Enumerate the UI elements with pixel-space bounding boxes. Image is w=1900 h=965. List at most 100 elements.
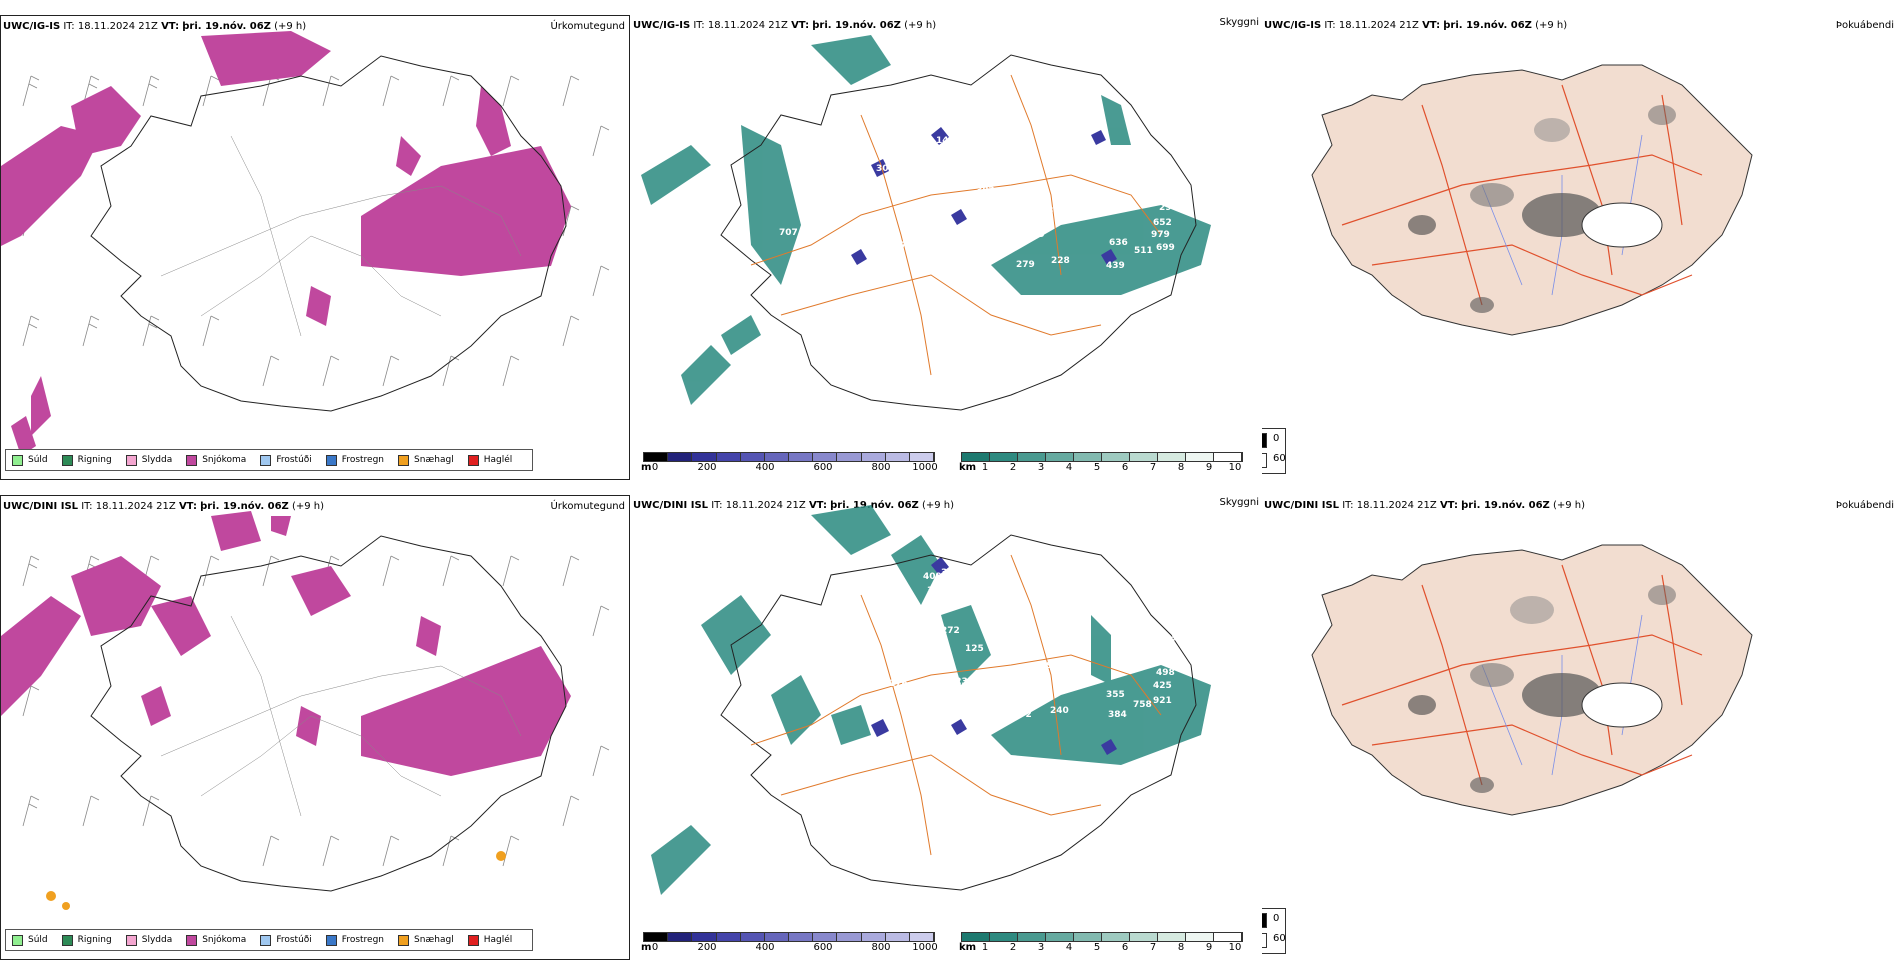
panel-title: Úrkomutegund (550, 501, 625, 512)
cloud-base-label: 240 (1050, 706, 1069, 716)
legend-item: Slydda (125, 454, 172, 466)
cloud-base-label: 384 (1108, 710, 1127, 720)
cloud-base-label: 921 (1153, 696, 1172, 706)
low-visibility-areas (651, 505, 1211, 895)
tick-label: 10 (1228, 462, 1242, 473)
cloud-base-label: 229 (1026, 230, 1045, 240)
legend-item: Frostúði (260, 454, 312, 466)
legend-item: Slydda (125, 934, 172, 946)
visibility-map: 998 143 309 439 391 382 135 133 29 652 9… (641, 35, 1211, 411)
precip-type-legend: Súld Rigning Slydda Snjókoma Frostúði Fr… (5, 929, 534, 951)
panel-header: UWC/DINI ISL IT: 18.11.2024 21Z VT: þri.… (633, 500, 955, 511)
roads (750, 554, 1162, 856)
legend-swatch (398, 934, 410, 946)
visibility-panel: UWC/IG-IS IT: 18.11.2024 21Z VT: þri. 19… (631, 15, 1261, 480)
cloud-base-unit: m (641, 462, 652, 473)
iceland-outline (720, 534, 1197, 891)
cloud-base-label: 439 (1106, 261, 1125, 271)
roads (750, 74, 1162, 376)
cloud-base-label: 652 (1153, 218, 1172, 228)
cloud-base-label: 511 (1134, 246, 1153, 256)
cloud-base-label: 355 (1106, 690, 1125, 700)
legend-swatch (12, 454, 23, 466)
panel-header: UWC/DINI ISL IT: 18.11.2024 21Z VT: þri.… (1264, 500, 1586, 511)
tick-label: 0 (651, 462, 659, 473)
cloud-base-label: 125 (965, 644, 984, 654)
legend-item: Súld (12, 934, 48, 946)
cloud-base-label: 249 (988, 623, 1007, 633)
tick-label: 2 (1009, 462, 1017, 473)
panel-header: UWC/IG-IS IT: 18.11.2024 21Z VT: þri. 19… (633, 20, 937, 31)
cloud-base-label: 123 (949, 677, 968, 687)
legend-item: Haglél (467, 454, 512, 466)
snow-areas (1, 511, 571, 776)
wind-barbs (22, 555, 610, 867)
cloud-base-label: 979 (1151, 230, 1170, 240)
cloud-base-labels: 998 143 309 439 391 382 135 133 29 652 9… (779, 38, 1175, 274)
cloud-base-label: 636 (1109, 238, 1128, 248)
cloud-base-label: 662 (1052, 644, 1071, 654)
legend-swatch (325, 934, 337, 946)
fog-map (1311, 64, 1753, 336)
tick-label: 5 (1093, 942, 1101, 953)
wind-barbs (22, 75, 610, 387)
cloud-base-label: 279 (1016, 260, 1035, 270)
cloud-base-label: 379 (1164, 636, 1183, 646)
cloud-base-label: 998 (916, 38, 935, 48)
fog-blobs (1408, 585, 1676, 793)
legend-item: Snæhagl (398, 454, 454, 466)
legend-item: Haglél (467, 934, 512, 946)
tick-label: 200 (697, 462, 717, 473)
cloud-base-label: 835 (921, 607, 940, 617)
visibility-unit: km (959, 942, 977, 953)
cloud-base-colorbar: m 0 200 400 600 800 1000 (641, 452, 938, 474)
cloud-base-label: 296 (1040, 661, 1059, 671)
cloud-base-labels: 409 372 375 157 835 272 249 125 662 296 … (889, 568, 1183, 720)
tick-label: 5 (1093, 462, 1101, 473)
tick-label: 1 (981, 462, 989, 473)
panel-title: Skyggni (1219, 17, 1259, 28)
visibility-map: 409 372 375 157 835 272 249 125 662 296 … (651, 505, 1211, 895)
roads (160, 135, 522, 337)
tick-label: 600 (813, 462, 833, 473)
legend-item: Frostúði (260, 934, 312, 946)
fog-legend-swatch (1262, 913, 1267, 928)
iceland-outline (720, 54, 1197, 411)
legend-swatch (186, 454, 198, 466)
cloud-base-label: 699 (1156, 243, 1175, 253)
cloud-base-label: 133 (1041, 206, 1060, 216)
visibility-colorbar: km 1 2 3 4 5 6 7 8 9 10 (959, 452, 1243, 474)
legend-swatch (260, 934, 272, 946)
cloud-base-label: 409 (923, 572, 942, 582)
legend-item: Snjókoma (186, 934, 246, 946)
legend-swatch (398, 454, 410, 466)
tick-label: 1 (981, 942, 989, 953)
iceland-outline (90, 55, 567, 412)
cloud-base-label: 172 (894, 241, 913, 251)
panel-title: Þokuábendi (1835, 500, 1894, 511)
legend-swatch (61, 934, 73, 946)
panel-title: Þokuábendi (1835, 20, 1894, 31)
tick-label: 6 (1121, 942, 1129, 953)
tick-label: 9 (1205, 942, 1213, 953)
fog-legend-low: 0 (1273, 433, 1280, 444)
cloud-base-label: 372 (1013, 710, 1032, 720)
cloud-base-label: 439 (926, 172, 945, 182)
row-dini-isl: UWC/DINI ISL IT: 18.11.2024 21Z VT: þri.… (0, 495, 1900, 965)
cloud-base-label: 135 (861, 178, 880, 188)
tick-label: 8 (1177, 462, 1185, 473)
tick-label: 800 (871, 462, 891, 473)
legend-swatch (12, 934, 23, 946)
cloud-base-label: 309 (876, 164, 895, 174)
tick-label: 4 (1065, 462, 1073, 473)
fog-panel: UWC/IG-IS IT: 18.11.2024 21Z VT: þri. 19… (1262, 15, 1900, 480)
legend-swatch (61, 454, 73, 466)
tick-label: 3 (1037, 942, 1045, 953)
tick-label: 8 (1177, 942, 1185, 953)
legend-item: Rigning (61, 934, 112, 946)
fog-legend-swatch (1262, 453, 1267, 468)
fog-legend: 0 60 (1262, 908, 1286, 954)
legend-swatch (186, 934, 198, 946)
cloud-base-label: 228 (1051, 256, 1070, 266)
cloud-base-label: 375 (927, 586, 946, 596)
